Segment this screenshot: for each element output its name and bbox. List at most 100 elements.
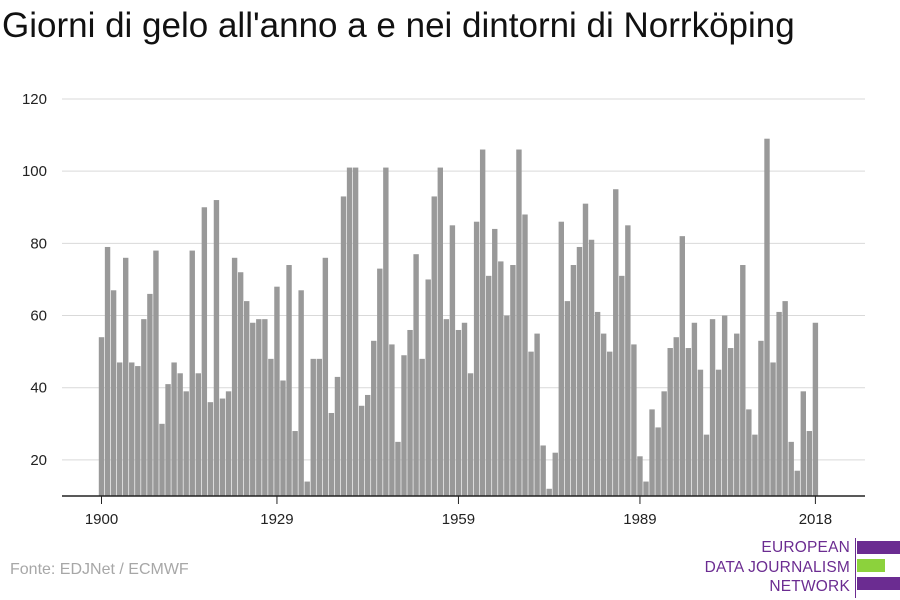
bar xyxy=(788,441,794,496)
bar xyxy=(594,311,601,496)
bar xyxy=(110,290,117,496)
bar xyxy=(189,250,195,496)
bar xyxy=(486,275,492,496)
x-tick-label: 1900 xyxy=(85,511,118,528)
bar xyxy=(709,319,716,496)
bar xyxy=(600,333,607,496)
bar xyxy=(280,380,286,496)
bar xyxy=(419,358,425,496)
bar xyxy=(135,366,141,496)
bar xyxy=(564,301,571,496)
bar xyxy=(461,322,468,496)
y-tick-label: 120 xyxy=(22,91,47,108)
bar xyxy=(661,391,667,496)
bar xyxy=(691,322,698,496)
bar xyxy=(201,207,208,497)
bar xyxy=(256,319,262,496)
bar xyxy=(576,246,583,496)
bar xyxy=(183,391,189,496)
logo-divider xyxy=(855,538,856,598)
bar xyxy=(437,167,443,496)
bar xyxy=(800,391,806,496)
bar xyxy=(570,265,577,496)
bar xyxy=(274,286,280,496)
bar xyxy=(455,329,462,496)
logo-text: EUROPEAN DATA JOURNALISM NETWORK xyxy=(705,538,850,597)
bar xyxy=(383,167,389,496)
bar xyxy=(619,275,625,496)
bar xyxy=(346,167,353,496)
y-tick-label: 80 xyxy=(30,235,47,252)
bar xyxy=(752,434,758,496)
logo-bar-middle xyxy=(857,559,885,572)
bar xyxy=(504,315,510,496)
bar xyxy=(116,362,123,496)
bar-chart: 20 40 60 80 100 120 1900 1929 1959 1989 2018 xyxy=(22,91,865,528)
x-tick-label: 1929 xyxy=(260,511,293,528)
bar xyxy=(207,402,214,496)
bar xyxy=(806,431,813,496)
bar xyxy=(794,470,800,496)
bar xyxy=(673,337,679,496)
bar xyxy=(377,268,383,496)
bar xyxy=(371,340,377,496)
bar xyxy=(268,358,274,496)
bar xyxy=(637,456,643,496)
bar xyxy=(395,441,401,496)
bar xyxy=(492,228,498,496)
bar xyxy=(625,225,631,496)
bar xyxy=(667,348,673,496)
bar xyxy=(613,189,619,496)
bar xyxy=(473,221,480,496)
bar xyxy=(522,214,528,496)
bar xyxy=(510,265,516,496)
y-tick-label: 40 xyxy=(30,380,47,397)
bar xyxy=(746,409,752,496)
bar xyxy=(219,398,226,496)
bar xyxy=(177,373,183,496)
bar xyxy=(679,236,685,497)
bar xyxy=(770,362,776,496)
bar xyxy=(443,319,450,496)
bar xyxy=(141,319,147,496)
bar xyxy=(588,239,595,496)
bar xyxy=(697,369,704,496)
bar xyxy=(389,344,395,496)
bar xyxy=(292,431,298,496)
bar xyxy=(552,452,558,496)
bar xyxy=(607,351,613,496)
bar xyxy=(546,488,552,496)
x-axis-ticks: 1900 1929 1959 1989 2018 xyxy=(85,496,832,528)
bar xyxy=(467,373,474,496)
bar xyxy=(250,322,256,496)
bar xyxy=(225,391,232,496)
bar xyxy=(431,196,437,497)
bar xyxy=(631,344,637,496)
bar xyxy=(721,315,728,496)
y-tick-label: 100 xyxy=(22,163,47,180)
bar xyxy=(298,290,304,496)
bar xyxy=(643,481,649,496)
bar xyxy=(558,221,564,496)
bar xyxy=(147,293,153,496)
x-tick-label: 1989 xyxy=(623,511,656,528)
bar xyxy=(655,427,661,496)
bar xyxy=(244,301,250,496)
bar xyxy=(528,351,534,496)
bar xyxy=(316,358,322,496)
bar xyxy=(425,279,431,496)
bar xyxy=(98,337,105,496)
bar xyxy=(649,409,655,496)
logo-bar-bottom xyxy=(857,577,900,590)
bar xyxy=(310,358,316,496)
x-tick-label: 1959 xyxy=(442,511,475,528)
bar xyxy=(758,340,764,496)
bar xyxy=(286,265,292,496)
bar xyxy=(479,149,486,496)
bar xyxy=(728,348,734,496)
logo-line-2: DATA JOURNALISM xyxy=(704,558,850,576)
bar xyxy=(153,250,159,496)
bar xyxy=(413,254,419,496)
bar xyxy=(703,434,710,496)
logo-line-3: NETWORK xyxy=(769,578,850,595)
